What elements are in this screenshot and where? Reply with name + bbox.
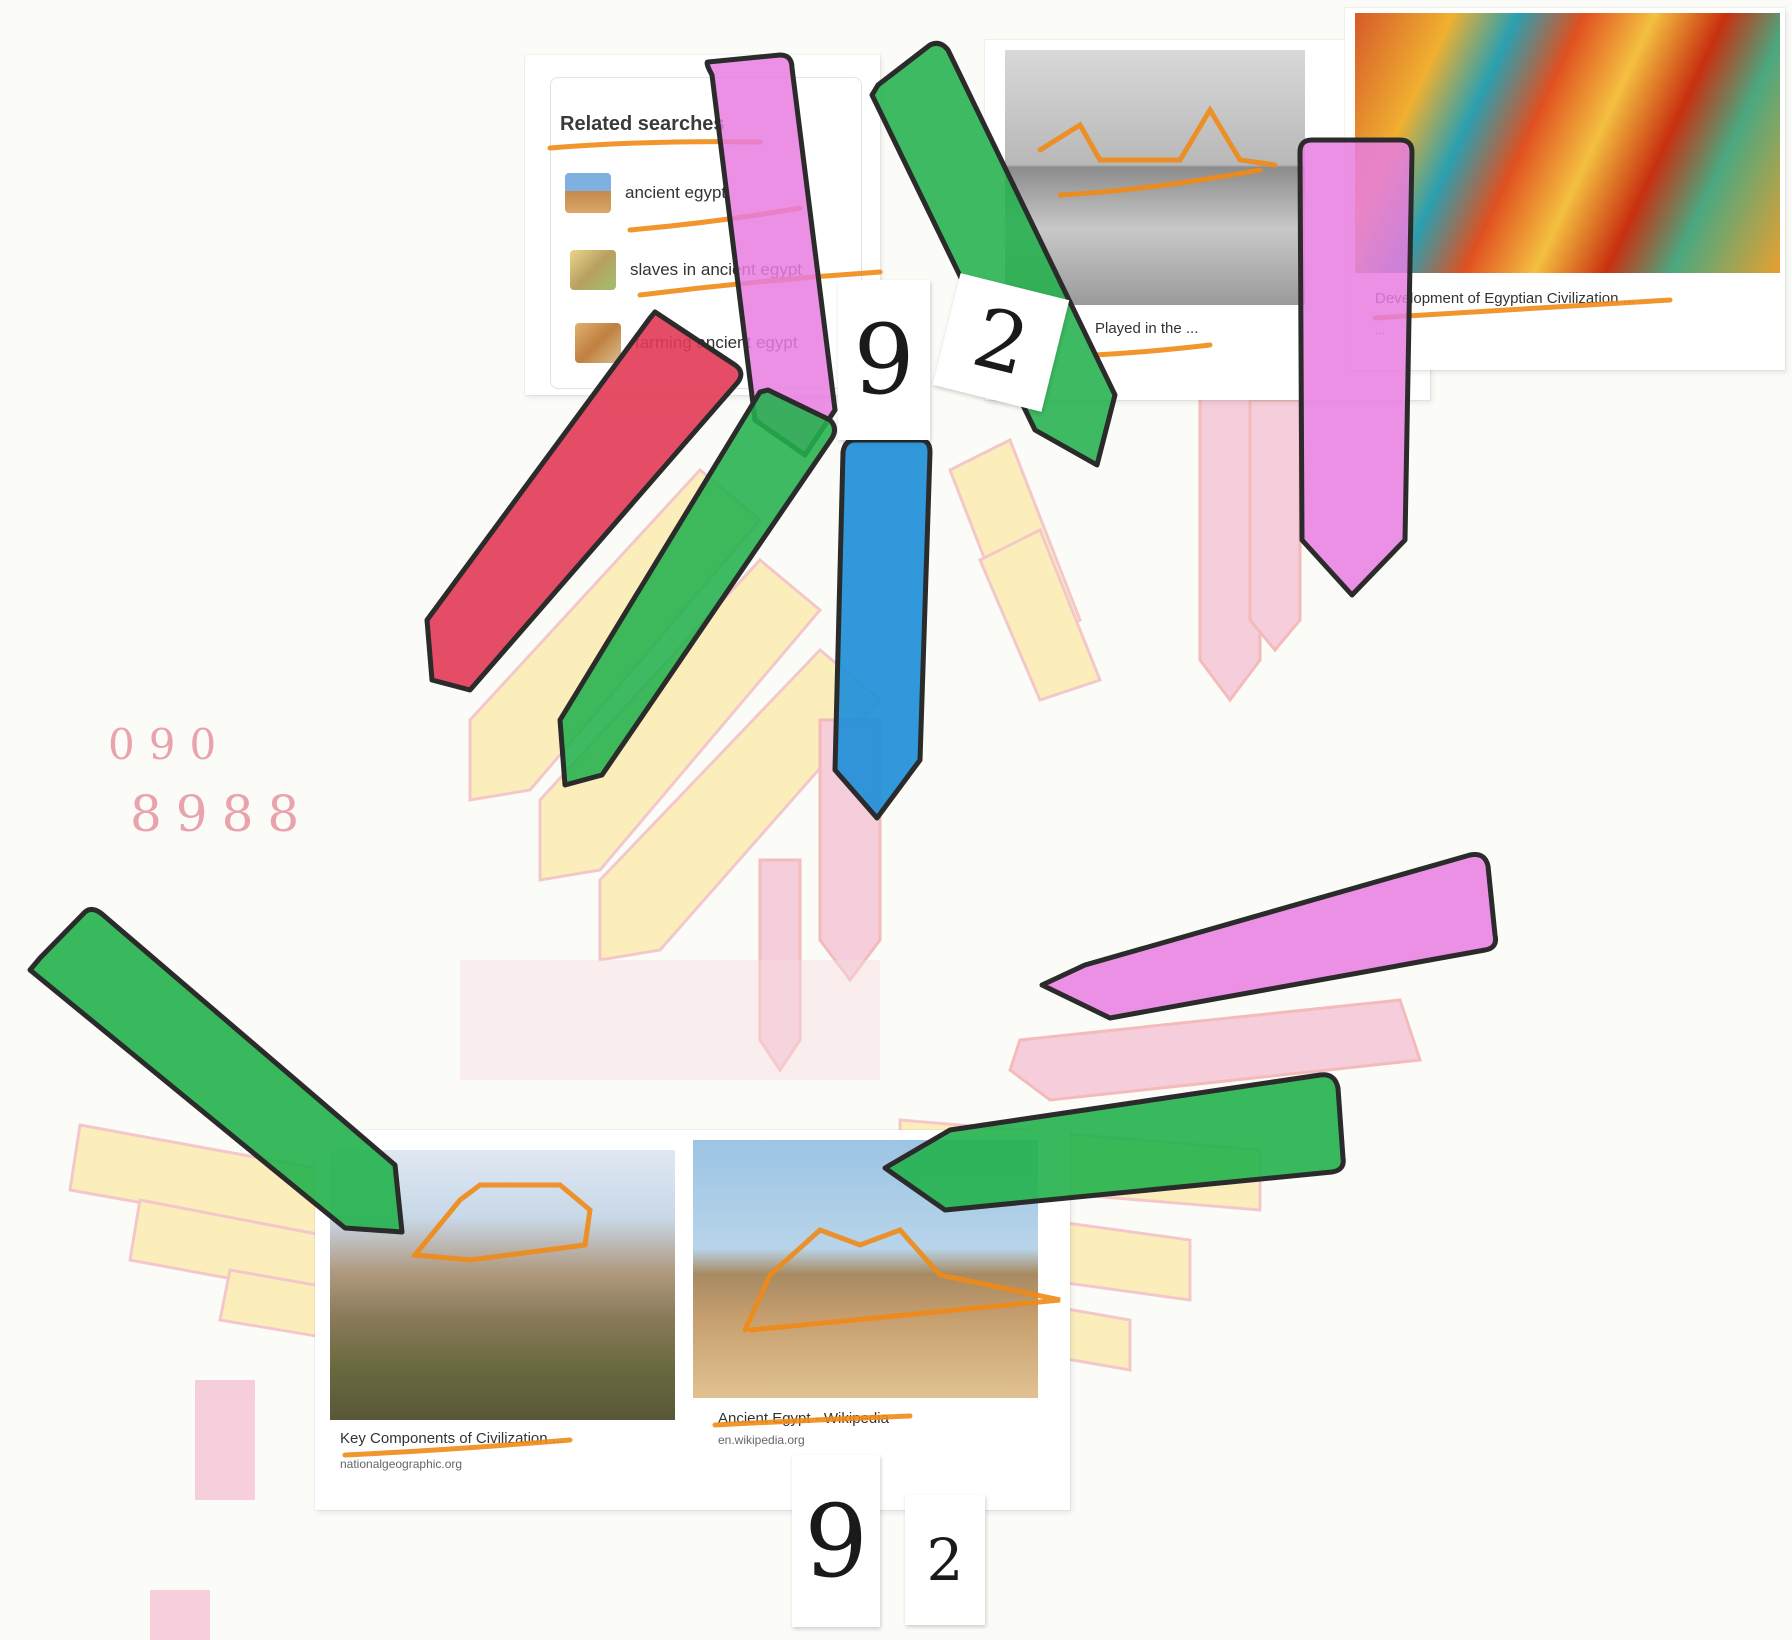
- ghost-digits-row2: 8988: [130, 785, 314, 843]
- pink-arrow-sticker: [1297, 137, 1415, 598]
- red-arrow-sticker: [424, 309, 744, 693]
- ghost-arrow: [1008, 998, 1423, 1102]
- farming-thumbnail: [575, 323, 621, 363]
- highlighter-underline: [712, 1413, 913, 1428]
- green-arrow-sticker: [557, 387, 838, 788]
- number-tag-9: 9: [838, 280, 930, 440]
- related-searches-title: Related searches: [560, 113, 725, 135]
- egyptian-painting-photo[interactable]: [1355, 13, 1780, 273]
- highlighter-underline: [1092, 342, 1213, 358]
- pink-arrow-sticker: [1039, 852, 1498, 1021]
- ghost-arrow: [598, 647, 883, 962]
- ghost-digits-row1: 090: [108, 720, 231, 769]
- ghost-smudge: [195, 1380, 255, 1500]
- related-search-item[interactable]: ancient egypt: [565, 173, 726, 213]
- ghost-smudge: [460, 960, 880, 1080]
- ghost-arrow: [758, 858, 802, 1073]
- ghost-smudge: [150, 1590, 210, 1640]
- highlighter-underline: [1372, 297, 1673, 321]
- result-caption[interactable]: Played in the ...: [1095, 320, 1199, 337]
- highlighter-underline: [342, 1437, 573, 1458]
- desert-thumbnail: [565, 173, 611, 213]
- highlighter-outline: [1057, 167, 1263, 198]
- nile-photo[interactable]: [1005, 50, 1305, 305]
- highlighter-outline: [1037, 105, 1278, 168]
- highlighter-outline: [742, 1227, 1061, 1333]
- blue-arrow-sticker: [832, 437, 933, 821]
- highlighter-outline: [410, 1182, 593, 1263]
- painting-thumbnail: [570, 250, 616, 290]
- egypt-art-clipping: Development of Egyptian Civilization ...…: [1345, 8, 1785, 370]
- green-arrow-sticker: [27, 906, 405, 1235]
- number-tag-9: 9: [792, 1455, 880, 1627]
- number-tag-2: 2: [905, 1495, 985, 1625]
- green-arrow-sticker: [882, 1072, 1346, 1213]
- result-source: en.wikipedia.org: [718, 1433, 805, 1447]
- related-search-label: ancient egypt: [625, 183, 727, 202]
- result-caption[interactable]: Development of Egyptian Civilization ...: [1375, 290, 1636, 307]
- ghost-arrow: [1248, 398, 1302, 653]
- result-source: nationalgeographic.org: [340, 1457, 463, 1471]
- ghost-arrow: [978, 527, 1102, 702]
